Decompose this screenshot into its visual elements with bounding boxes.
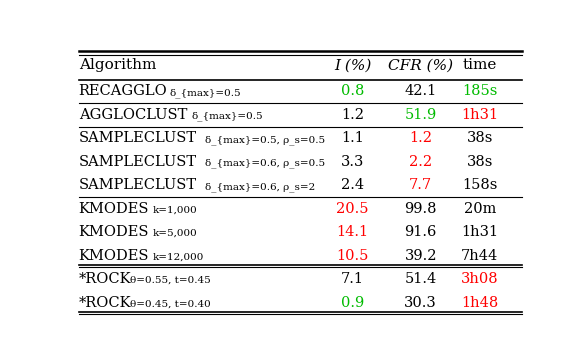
Text: 10.5: 10.5 [336, 249, 369, 263]
Text: RECAGGLO: RECAGGLO [79, 84, 168, 99]
Text: 0.9: 0.9 [341, 295, 364, 310]
Text: δ_{max}=0.5: δ_{max}=0.5 [169, 88, 241, 98]
Text: 158s: 158s [462, 178, 498, 192]
Text: 1.2: 1.2 [409, 131, 432, 145]
Text: 20.5: 20.5 [336, 202, 369, 216]
Text: KMODES: KMODES [79, 202, 149, 216]
Text: k=1,000: k=1,000 [152, 206, 197, 215]
Text: 39.2: 39.2 [404, 249, 437, 263]
Text: θ=0.55, t=0.45: θ=0.55, t=0.45 [130, 276, 210, 285]
Text: δ_{max}=0.6, ρ_s=2: δ_{max}=0.6, ρ_s=2 [205, 182, 315, 192]
Text: 0.8: 0.8 [341, 84, 364, 99]
Text: 14.1: 14.1 [336, 225, 369, 239]
Text: 7.1: 7.1 [341, 272, 364, 286]
Text: SAMPLECLUST: SAMPLECLUST [79, 178, 197, 192]
Text: 42.1: 42.1 [404, 84, 437, 99]
Text: 7h44: 7h44 [461, 249, 498, 263]
Text: 185s: 185s [462, 84, 498, 99]
Text: CFR (%): CFR (%) [388, 58, 453, 72]
Text: KMODES: KMODES [79, 225, 149, 239]
Text: 2.4: 2.4 [341, 178, 364, 192]
Text: SAMPLECLUST: SAMPLECLUST [79, 155, 197, 169]
Text: δ_{max}=0.6, ρ_s=0.5: δ_{max}=0.6, ρ_s=0.5 [205, 158, 325, 168]
Text: 38s: 38s [466, 131, 493, 145]
Text: 51.9: 51.9 [404, 108, 437, 122]
Text: *ROCK: *ROCK [79, 295, 131, 310]
Text: k=12,000: k=12,000 [152, 253, 204, 262]
Text: 1.2: 1.2 [341, 108, 364, 122]
Text: δ_{max}=0.5: δ_{max}=0.5 [191, 111, 263, 121]
Text: KMODES: KMODES [79, 249, 149, 263]
Text: 2.2: 2.2 [409, 155, 432, 169]
Text: 51.4: 51.4 [404, 272, 437, 286]
Text: 99.8: 99.8 [404, 202, 437, 216]
Text: 3.3: 3.3 [341, 155, 364, 169]
Text: 91.6: 91.6 [404, 225, 437, 239]
Text: 30.3: 30.3 [404, 295, 437, 310]
Text: 3h08: 3h08 [461, 272, 499, 286]
Text: 38s: 38s [466, 155, 493, 169]
Text: 7.7: 7.7 [409, 178, 432, 192]
Text: 1.1: 1.1 [341, 131, 364, 145]
Text: SAMPLECLUST: SAMPLECLUST [79, 131, 197, 145]
Text: 1h48: 1h48 [461, 295, 498, 310]
Text: θ=0.45, t=0.40: θ=0.45, t=0.40 [130, 299, 210, 309]
Text: 1h31: 1h31 [461, 225, 498, 239]
Text: Algorithm: Algorithm [79, 58, 156, 72]
Text: 1h31: 1h31 [461, 108, 498, 122]
Text: *ROCK: *ROCK [79, 272, 131, 286]
Text: time: time [462, 58, 497, 72]
Text: 20m: 20m [464, 202, 496, 216]
Text: k=5,000: k=5,000 [152, 229, 197, 238]
Text: δ_{max}=0.5, ρ_s=0.5: δ_{max}=0.5, ρ_s=0.5 [205, 135, 325, 145]
Text: I (%): I (%) [334, 58, 372, 72]
Text: AGGLOCLUST: AGGLOCLUST [79, 108, 187, 122]
